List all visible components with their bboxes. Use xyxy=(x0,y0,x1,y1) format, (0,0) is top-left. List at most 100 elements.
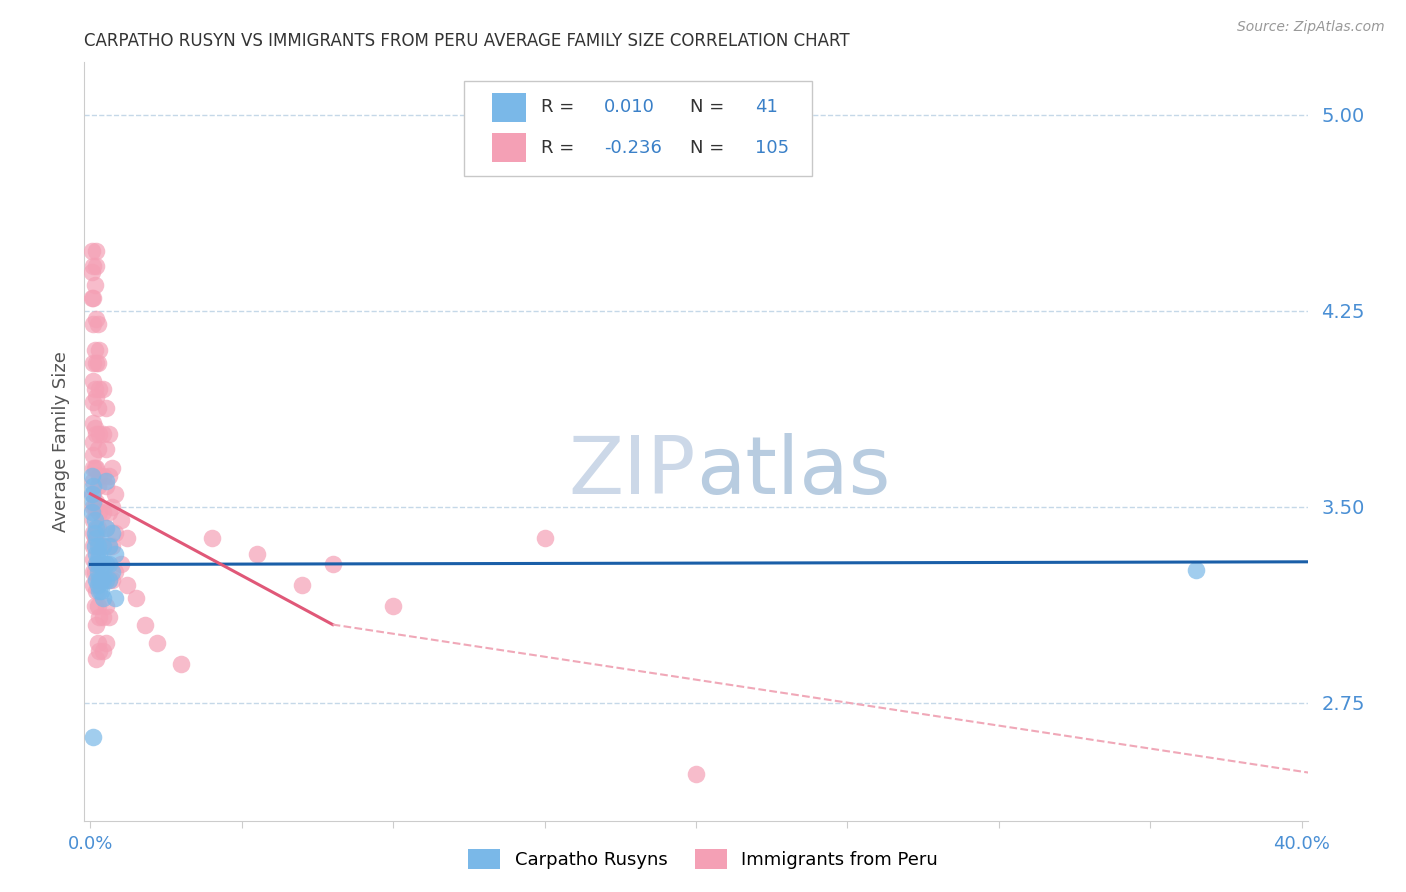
Point xyxy=(97,573,120,587)
Point xyxy=(80,291,103,305)
Point xyxy=(110,513,132,527)
Point xyxy=(322,558,344,572)
Point xyxy=(94,521,117,535)
Point xyxy=(97,505,120,519)
Point xyxy=(94,401,117,415)
Point xyxy=(94,573,117,587)
Point xyxy=(80,244,103,258)
Point xyxy=(89,343,111,357)
Point xyxy=(89,547,111,561)
Point xyxy=(134,617,156,632)
Point xyxy=(94,479,117,493)
Legend: Carpatho Rusyns, Immigrants from Peru: Carpatho Rusyns, Immigrants from Peru xyxy=(458,839,948,879)
Point xyxy=(82,356,104,370)
Point xyxy=(200,531,222,545)
Point xyxy=(97,539,120,553)
Point xyxy=(89,505,111,519)
Point xyxy=(97,558,120,572)
Point xyxy=(146,636,169,650)
Point xyxy=(170,657,193,671)
Point xyxy=(84,599,107,614)
Point xyxy=(100,573,122,587)
Point xyxy=(291,578,314,592)
Point xyxy=(86,558,108,572)
Point xyxy=(84,500,107,514)
Point xyxy=(86,531,108,545)
Point xyxy=(104,487,127,501)
Point xyxy=(91,573,114,587)
Point xyxy=(89,583,111,598)
Point xyxy=(90,558,112,572)
Point xyxy=(91,505,114,519)
Point xyxy=(87,401,110,415)
Point xyxy=(89,573,111,587)
Point xyxy=(91,539,114,553)
Point xyxy=(382,599,405,614)
Point xyxy=(94,636,117,650)
Point xyxy=(84,526,107,541)
Point xyxy=(94,558,117,572)
Point xyxy=(87,552,110,566)
Point xyxy=(86,526,108,541)
Point xyxy=(87,566,110,580)
Point xyxy=(685,766,707,780)
Point xyxy=(86,311,108,326)
Text: atlas: atlas xyxy=(696,433,890,511)
Point xyxy=(94,558,117,572)
Point xyxy=(86,356,108,370)
Point xyxy=(246,547,269,561)
Point xyxy=(86,651,108,665)
Point xyxy=(86,558,108,572)
Point xyxy=(84,382,107,396)
Point xyxy=(82,479,104,493)
Point xyxy=(82,474,104,488)
Point xyxy=(84,539,107,553)
Point xyxy=(82,500,104,514)
Point xyxy=(82,578,104,592)
Point xyxy=(82,460,104,475)
Point xyxy=(100,526,122,541)
Point xyxy=(97,468,120,483)
Point xyxy=(104,566,127,580)
Point xyxy=(82,260,104,274)
Point xyxy=(84,531,107,545)
Point xyxy=(89,539,111,553)
Point xyxy=(87,599,110,614)
Point xyxy=(82,513,104,527)
Point xyxy=(110,558,132,572)
Point xyxy=(82,487,104,501)
Point xyxy=(82,291,104,305)
Point xyxy=(94,442,117,457)
FancyBboxPatch shape xyxy=(492,93,526,122)
Point xyxy=(87,442,110,457)
Point xyxy=(86,573,108,587)
Point xyxy=(1184,563,1206,577)
Point xyxy=(82,539,104,553)
Point xyxy=(84,421,107,435)
Point xyxy=(87,539,110,553)
Point xyxy=(91,539,114,553)
Point xyxy=(94,599,117,614)
Point xyxy=(100,500,122,514)
Point xyxy=(97,609,120,624)
Text: -0.236: -0.236 xyxy=(605,138,662,156)
Point xyxy=(90,583,112,598)
Point xyxy=(104,547,127,561)
Point xyxy=(86,617,108,632)
Point xyxy=(82,395,104,409)
Point xyxy=(82,375,104,389)
Text: CARPATHO RUSYN VS IMMIGRANTS FROM PERU AVERAGE FAMILY SIZE CORRELATION CHART: CARPATHO RUSYN VS IMMIGRANTS FROM PERU A… xyxy=(84,32,851,50)
Point xyxy=(89,468,111,483)
Point xyxy=(80,505,103,519)
Point xyxy=(125,591,148,606)
Text: N =: N = xyxy=(690,138,730,156)
Point xyxy=(82,448,104,462)
Point xyxy=(86,390,108,404)
Point xyxy=(87,317,110,331)
Point xyxy=(87,636,110,650)
Point xyxy=(87,479,110,493)
Point xyxy=(82,317,104,331)
Text: R =: R = xyxy=(541,98,579,116)
Point xyxy=(89,382,111,396)
FancyBboxPatch shape xyxy=(464,81,813,177)
